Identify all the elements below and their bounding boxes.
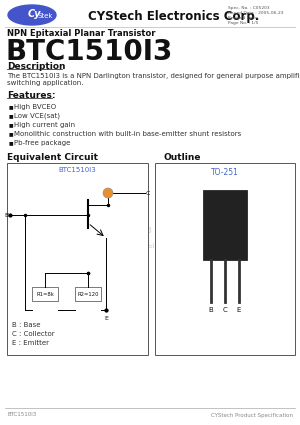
Text: Equivalent Circuit: Equivalent Circuit (7, 153, 98, 162)
Text: CYStech Electronics Corp.: CYStech Electronics Corp. (88, 9, 260, 23)
Text: Monolithic construction with built-in base-emitter shunt resistors: Monolithic construction with built-in ba… (14, 131, 241, 137)
Text: Low VCE(sat): Low VCE(sat) (14, 113, 60, 119)
Text: C: C (146, 190, 150, 196)
Text: CYStech Product Specification: CYStech Product Specification (211, 413, 293, 417)
Text: C: C (223, 307, 227, 313)
Text: ■: ■ (9, 131, 14, 136)
Text: R1=8k: R1=8k (36, 292, 54, 297)
Text: BTC1510I3: BTC1510I3 (7, 413, 36, 417)
Text: C : Collector: C : Collector (12, 331, 55, 337)
Text: The BTC1510I3 is a NPN Darlington transistor, designed for general purpose ampli: The BTC1510I3 is a NPN Darlington transi… (7, 73, 300, 79)
Text: Spec. No. : C05203: Spec. No. : C05203 (228, 6, 270, 10)
Text: Page No. : 1/5: Page No. : 1/5 (228, 21, 259, 25)
Text: B: B (208, 307, 213, 313)
Text: Revised Date:: Revised Date: (228, 16, 259, 20)
Text: BTC1510I3: BTC1510I3 (5, 38, 172, 66)
Text: ■: ■ (9, 113, 14, 119)
Text: E: E (237, 307, 241, 313)
Text: Outline: Outline (163, 153, 200, 162)
Circle shape (103, 188, 113, 198)
Text: B : Base: B : Base (12, 322, 40, 328)
Text: ■: ■ (9, 141, 14, 145)
Text: High current gain: High current gain (14, 122, 75, 128)
Bar (155, 163, 295, 355)
Ellipse shape (8, 5, 56, 25)
Bar (203, 190, 247, 260)
Text: BTC1510I3: BTC1510I3 (58, 167, 96, 173)
Text: R2=120: R2=120 (77, 292, 99, 297)
Bar (7, 163, 148, 355)
Text: High BVCEO: High BVCEO (14, 104, 56, 110)
Text: озу.з   .ru: озу.з .ru (123, 225, 177, 235)
Text: NPN Epitaxial Planar Transistor: NPN Epitaxial Planar Transistor (7, 28, 155, 37)
Text: Features:: Features: (7, 91, 56, 99)
Bar (75, 287, 101, 301)
Text: Pb-free package: Pb-free package (14, 140, 70, 146)
Text: Cy: Cy (28, 9, 41, 19)
Text: switching application.: switching application. (7, 80, 83, 86)
Bar (32, 287, 58, 301)
Text: Description: Description (7, 62, 65, 71)
Text: TO-251: TO-251 (211, 167, 239, 176)
Text: Stek: Stek (37, 13, 52, 19)
Text: ■: ■ (9, 105, 14, 110)
Text: электронный   портал: электронный портал (97, 241, 203, 249)
Text: E : Emitter: E : Emitter (12, 340, 49, 346)
Text: E: E (104, 315, 108, 320)
Text: ■: ■ (9, 122, 14, 128)
Text: B: B (5, 212, 9, 218)
Text: Issued Date : 2005-06-23: Issued Date : 2005-06-23 (228, 11, 284, 15)
